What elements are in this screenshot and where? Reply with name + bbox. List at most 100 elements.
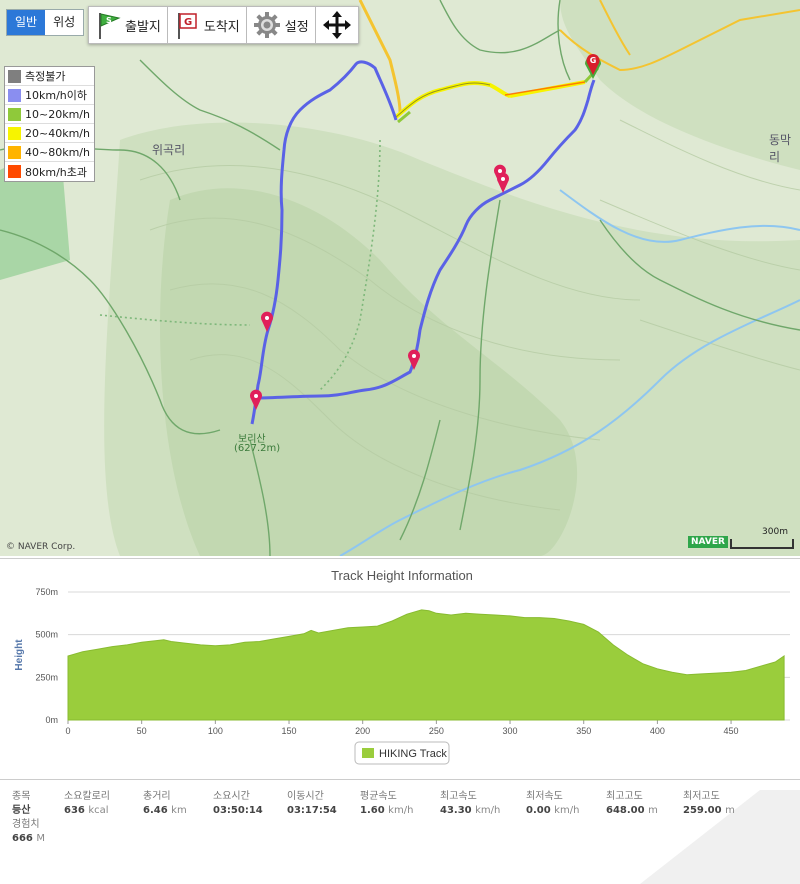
stat-unit: km [171, 805, 187, 816]
stat-avg-speed: 평균속도 1.60 km/h [360, 790, 413, 818]
stat-unit: km/h [475, 805, 501, 816]
stat-moving-time: 이동시간 03:17:54 [287, 790, 337, 818]
stat-label: 평균속도 [360, 791, 397, 802]
section-divider [0, 558, 800, 559]
stat-value: 03:17:54 [287, 805, 337, 816]
waypoint-pin-icon[interactable] [495, 172, 511, 194]
legend-swatch [8, 165, 21, 178]
waypoint-pin-icon[interactable] [259, 311, 275, 333]
map-toolbar: S 출발지 G 도착지 [88, 6, 359, 44]
village-label-right: 동막리 [769, 133, 792, 164]
experience-unit: M [36, 833, 45, 844]
svg-text:G: G [590, 56, 597, 65]
stat-value: 등산 [12, 805, 31, 816]
legend-swatch [8, 88, 21, 102]
legend-item: 40~80km/h [5, 143, 94, 162]
legend-swatch [8, 69, 21, 83]
x-axis-ticks: 0 50 100 150 200 250 300 350 400 450 [65, 720, 739, 736]
x-tick-label: 250 [429, 726, 444, 736]
set-start-label: 출발지 [125, 19, 161, 35]
stat-label: 경험치 [12, 819, 40, 830]
stat-value: 6.46 [143, 805, 168, 816]
y-axis-ticks: 0m 250m 500m 750m [35, 587, 58, 725]
stat-unit: m [725, 805, 735, 816]
naver-logo: NAVER [688, 536, 728, 548]
legend-swatch [8, 126, 21, 140]
hiking-track [250, 60, 596, 425]
svg-text:G: G [184, 17, 192, 28]
start-flag-icon: S [99, 13, 121, 39]
stat-label: 최고속도 [440, 791, 477, 802]
move-arrows-icon [322, 11, 351, 39]
move-map-button[interactable] [316, 7, 358, 43]
stat-value: 666 M [12, 832, 45, 846]
settings-label: 설정 [284, 19, 309, 35]
stat-label: 최저고도 [683, 791, 720, 802]
legend-swatch-hiking [362, 748, 374, 758]
peak-height-label: (627.2m) [234, 443, 281, 454]
stat-unit: km/h [388, 805, 414, 816]
map-copyright: © NAVER Corp. [6, 542, 76, 552]
stat-unit: kcal [88, 805, 109, 816]
svg-text:S: S [106, 16, 112, 25]
map-view[interactable]: 위곡리 동막리 보리산 (627.2m) G 일반 위성 S 출발지 [0, 0, 800, 556]
goal-marker-icon[interactable]: G [582, 50, 604, 80]
stat-label: 총거리 [143, 791, 171, 802]
x-tick-label: 300 [503, 726, 518, 736]
map-scale-bar: 300m [730, 527, 794, 549]
y-tick-label: 250m [35, 672, 58, 682]
speed-legend: 측정불가 10km/h이하 10~20km/h 20~40km/h 40~80k… [4, 66, 95, 182]
stat-duration: 소요시간 03:50:14 [213, 790, 263, 818]
x-tick-label: 350 [576, 726, 591, 736]
stat-value: 0.00 [526, 805, 551, 816]
stat-label: 소요칼로리 [64, 791, 110, 802]
stat-value: 636 [64, 805, 85, 816]
waypoint-pin-icon[interactable] [406, 349, 422, 371]
legend-item: 10~20km/h [5, 105, 94, 124]
legend-label: 20~40km/h [25, 126, 90, 140]
legend-swatch [8, 107, 21, 121]
legend-label: 10km/h이하 [25, 89, 88, 102]
stats-background-shape [640, 790, 800, 884]
legend-label: 10~20km/h [25, 107, 90, 121]
stat-value: 1.60 [360, 805, 385, 816]
stat-value: 43.30 [440, 805, 472, 816]
stat-label: 최고고도 [606, 791, 643, 802]
map-type-satellite-button[interactable]: 위성 [53, 15, 76, 29]
stat-calories: 소요칼로리 636 kcal [64, 790, 110, 818]
series-area-hiking-track [67, 609, 785, 721]
x-tick-label: 0 [65, 726, 70, 736]
map-terrain [0, 0, 800, 556]
stat-label: 최저속도 [526, 791, 563, 802]
settings-button[interactable]: 설정 [247, 7, 316, 43]
chart-legend[interactable]: HIKING Track [354, 741, 450, 765]
y-tick-label: 0m [45, 715, 58, 725]
stat-value: 03:50:14 [213, 805, 263, 816]
scale-label: 300m [762, 527, 788, 537]
goal-flag-icon: G [177, 13, 197, 39]
set-start-button[interactable]: S 출발지 [89, 7, 168, 43]
stat-min-speed: 최저속도 0.00 km/h [526, 790, 579, 818]
gear-icon [253, 12, 280, 38]
waypoint-pin-icon[interactable] [248, 389, 264, 411]
legend-item: 10km/h이하 [5, 86, 94, 105]
experience-value: 666 [12, 833, 33, 844]
x-tick-label: 450 [724, 726, 739, 736]
peak-name-label: 보리산 [238, 434, 266, 445]
x-tick-label: 150 [282, 726, 297, 736]
stat-unit: km/h [554, 805, 580, 816]
map-type-normal-button[interactable]: 일반 [7, 10, 46, 35]
legend-label: 40~80km/h [25, 145, 90, 159]
legend-item: 20~40km/h [5, 124, 94, 143]
section-divider [0, 779, 800, 780]
stat-label: 종목 [12, 791, 31, 802]
stat-min-altitude: 최저고도 259.00 m [683, 790, 735, 818]
x-tick-label: 100 [208, 726, 223, 736]
x-tick-label: 400 [650, 726, 665, 736]
legend-label: 측정불가 [25, 70, 66, 83]
y-tick-label: 500m [35, 630, 58, 640]
legend-item: 80km/h초과 [5, 162, 94, 181]
x-tick-label: 50 [137, 726, 147, 736]
stat-max-speed: 최고속도 43.30 km/h [440, 790, 500, 818]
set-goal-button[interactable]: G 도착지 [168, 7, 247, 43]
